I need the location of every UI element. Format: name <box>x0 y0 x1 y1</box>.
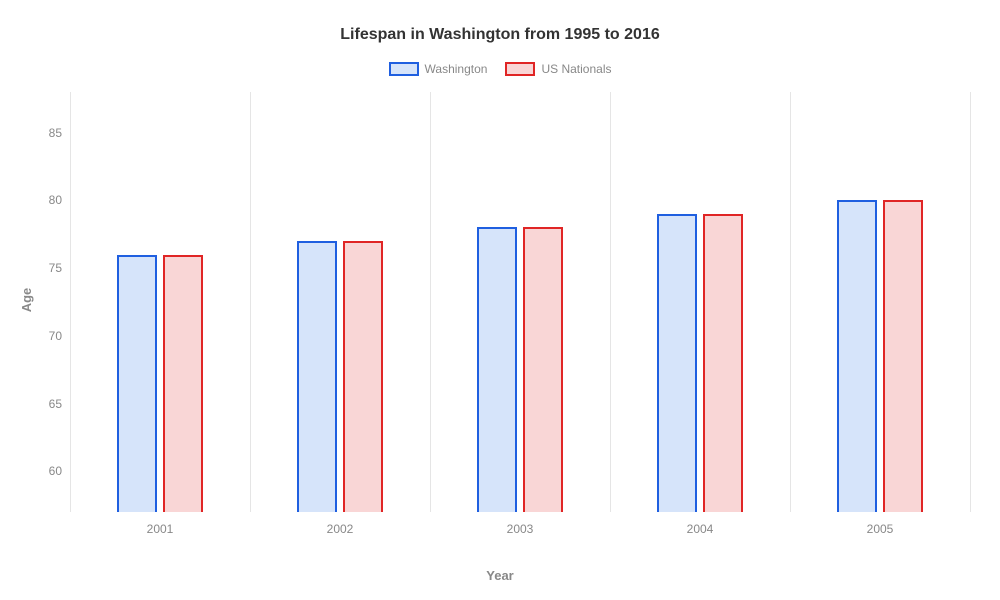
y-axis-label: Age <box>19 288 34 313</box>
gridline <box>70 92 71 512</box>
bar-us-nationals[interactable] <box>703 214 743 512</box>
bar-washington[interactable] <box>297 241 337 512</box>
legend-swatch-us-nationals <box>505 62 535 76</box>
bar-washington[interactable] <box>837 200 877 512</box>
x-tick-label: 2004 <box>687 512 714 536</box>
y-tick-label: 60 <box>49 464 70 478</box>
bar-washington[interactable] <box>117 255 157 512</box>
gridline <box>790 92 791 512</box>
x-tick-label: 2003 <box>507 512 534 536</box>
chart-legend: Washington US Nationals <box>0 62 1000 76</box>
legend-item-us-nationals[interactable]: US Nationals <box>505 62 611 76</box>
y-tick-label: 85 <box>49 126 70 140</box>
legend-label: US Nationals <box>541 62 611 76</box>
legend-swatch-washington <box>389 62 419 76</box>
x-axis-label: Year <box>486 568 513 583</box>
chart-container: Lifespan in Washington from 1995 to 2016… <box>0 0 1000 600</box>
plot-area: 60657075808520012002200320042005 <box>70 92 970 512</box>
bar-washington[interactable] <box>657 214 697 512</box>
y-tick-label: 75 <box>49 261 70 275</box>
bar-washington[interactable] <box>477 227 517 512</box>
y-tick-label: 80 <box>49 193 70 207</box>
gridline <box>250 92 251 512</box>
gridline <box>610 92 611 512</box>
legend-item-washington[interactable]: Washington <box>389 62 488 76</box>
bar-us-nationals[interactable] <box>343 241 383 512</box>
bar-us-nationals[interactable] <box>883 200 923 512</box>
y-tick-label: 70 <box>49 329 70 343</box>
gridline <box>970 92 971 512</box>
gridline <box>430 92 431 512</box>
x-tick-label: 2001 <box>147 512 174 536</box>
bar-us-nationals[interactable] <box>163 255 203 512</box>
bar-us-nationals[interactable] <box>523 227 563 512</box>
legend-label: Washington <box>425 62 488 76</box>
y-tick-label: 65 <box>49 397 70 411</box>
x-tick-label: 2002 <box>327 512 354 536</box>
chart-title: Lifespan in Washington from 1995 to 2016 <box>0 26 1000 44</box>
x-tick-label: 2005 <box>867 512 894 536</box>
